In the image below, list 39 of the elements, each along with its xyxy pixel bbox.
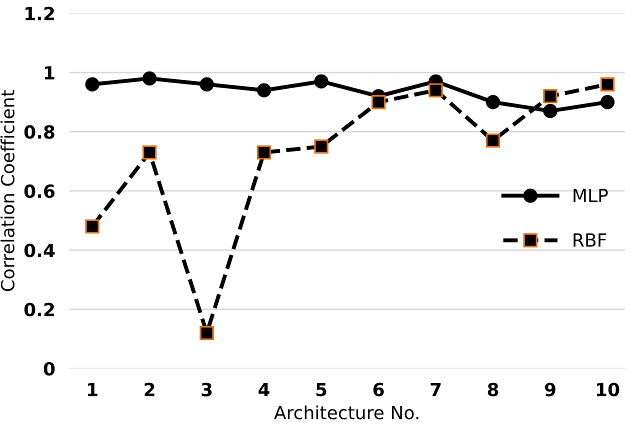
legend-label: RBF — [574, 233, 606, 247]
x-tick-label: 3 — [202, 382, 212, 396]
point — [486, 134, 500, 148]
point — [543, 89, 558, 104]
point — [256, 83, 272, 98]
point — [428, 83, 443, 98]
x-tick-label: 6 — [373, 382, 384, 396]
y-tick-label: 1 — [44, 66, 54, 80]
y-tick-label: 1.2 — [26, 6, 54, 20]
point — [371, 95, 386, 110]
x-tick-label: 4 — [258, 382, 270, 396]
x-axis-title: Architecture No. — [274, 405, 418, 420]
y-tick-label: 0.4 — [24, 244, 55, 258]
x-tick-label: 10 — [596, 382, 620, 396]
point — [85, 219, 100, 234]
x-tick-label: 7 — [430, 382, 441, 396]
x-tick-label: 2 — [144, 382, 154, 396]
y-tick-label: 0.8 — [24, 125, 54, 139]
x-tick-label: 8 — [488, 382, 498, 396]
x-tick-label: 5 — [316, 382, 326, 396]
point — [142, 71, 157, 86]
point — [85, 77, 100, 92]
point — [486, 95, 500, 110]
point — [142, 145, 157, 160]
point — [314, 74, 328, 88]
point — [200, 77, 214, 92]
y-tick-label: 0 — [44, 362, 55, 376]
point — [200, 326, 214, 340]
point — [543, 104, 558, 118]
point — [256, 145, 272, 160]
point — [600, 77, 615, 92]
point — [600, 95, 615, 110]
x-tick-label: 9 — [544, 382, 556, 396]
y-tick-label: 0.6 — [24, 184, 55, 198]
x-tick-label: 1 — [88, 382, 98, 396]
point — [314, 139, 328, 154]
y-tick-label: 0.2 — [24, 302, 54, 316]
y-axis-title: Correlation Coefficient — [0, 90, 14, 292]
legend-label: MLP — [574, 188, 608, 202]
